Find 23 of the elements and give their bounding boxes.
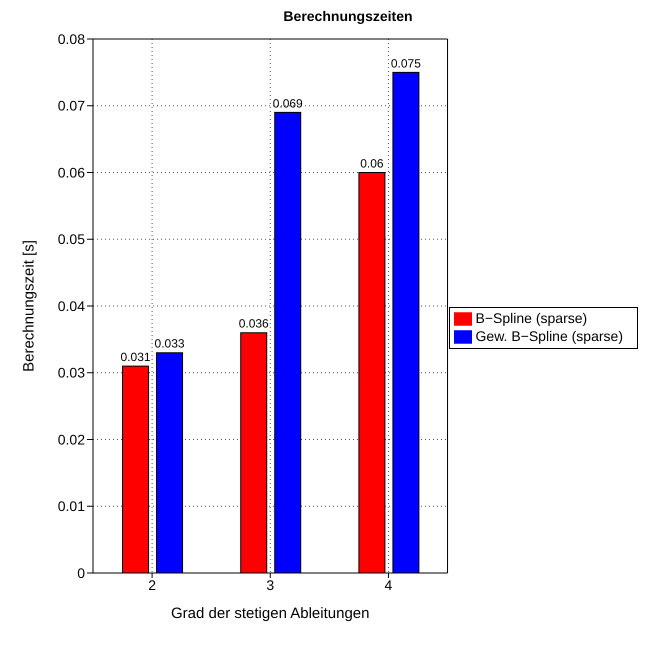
data-label: 0.033 bbox=[154, 336, 185, 351]
y-tick-label: 0.01 bbox=[58, 498, 86, 514]
legend-label: Gew. B−Spline (sparse) bbox=[476, 328, 623, 344]
y-tick-label: 0.05 bbox=[58, 231, 86, 248]
chart-title: Berechnungszeiten bbox=[282, 8, 414, 26]
x-tick-label: 3 bbox=[266, 576, 274, 593]
x-axis-title: Grad der stetigen Ableitungen bbox=[171, 605, 370, 622]
y-tick-label: 0.06 bbox=[58, 164, 86, 180]
y-axis-title: Berechnungszeit [s] bbox=[20, 240, 38, 372]
legend-label: B−Spline (sparse) bbox=[476, 310, 588, 326]
data-label: 0.031 bbox=[120, 350, 151, 364]
y-tick-label: 0.07 bbox=[58, 98, 86, 114]
y-tick-label: 0.02 bbox=[58, 431, 86, 448]
data-label: 0.069 bbox=[272, 96, 304, 110]
x-tick-label: 4 bbox=[384, 576, 393, 593]
data-label: 0.075 bbox=[390, 56, 422, 70]
y-tick-label: 0.08 bbox=[58, 30, 86, 47]
y-tick-label: 0.03 bbox=[58, 364, 86, 381]
y-tick-label: 0 bbox=[77, 564, 86, 581]
data-label: 0.06 bbox=[360, 156, 384, 170]
data-label: 0.036 bbox=[238, 316, 270, 331]
y-tick-label: 0.04 bbox=[58, 298, 86, 314]
x-tick-label: 2 bbox=[148, 576, 156, 593]
